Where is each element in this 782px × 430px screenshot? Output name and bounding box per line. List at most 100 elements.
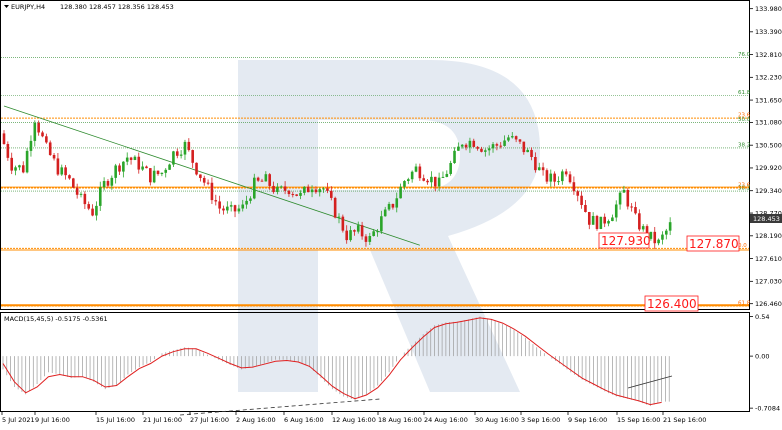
candle-body: [279, 186, 283, 188]
candle-body: [264, 174, 268, 182]
time-tick: 24 Aug 16:00: [424, 416, 468, 424]
candle-body: [410, 171, 414, 180]
time-tick: 9 Jul 16:00: [35, 416, 70, 424]
candle-body: [561, 171, 564, 182]
candle-body: [503, 140, 506, 146]
watermark-logo: [238, 60, 540, 392]
candle-body: [245, 200, 248, 205]
fib-label: 61.8: [738, 90, 751, 96]
annotation-target: 126.400: [644, 295, 699, 312]
price-tick: 132.230: [755, 74, 782, 82]
candle-body: [310, 189, 314, 193]
candle-body: [445, 173, 449, 177]
candle-body: [14, 167, 17, 171]
candle-body: [141, 166, 144, 170]
candle-body: [21, 165, 25, 173]
time-tick: 18 Aug 16:00: [378, 416, 422, 424]
candle-body: [79, 193, 83, 195]
candle-body: [122, 161, 125, 172]
candle-body: [607, 221, 610, 224]
macd-trendline: [627, 375, 673, 389]
candle-body: [314, 189, 318, 193]
candle-body: [283, 186, 287, 191]
candle-body: [210, 182, 214, 201]
candle-body: [25, 150, 29, 173]
svg-text:127.870: 127.870: [689, 237, 739, 251]
candle-body: [45, 136, 48, 143]
candle-body: [318, 189, 322, 193]
candle-body: [18, 165, 21, 168]
price-tick: 130.500: [755, 141, 782, 149]
candle-body: [364, 236, 368, 242]
candle-body: [664, 230, 668, 235]
candle-body: [576, 191, 580, 196]
candle-body: [237, 208, 241, 212]
svg-text:126.400: 126.400: [647, 297, 697, 311]
candle-body: [206, 182, 210, 184]
candle-body: [214, 200, 218, 202]
macd-dashed-divergence: [179, 398, 381, 416]
price-tick: 133.390: [755, 28, 782, 36]
macd-tick: 0.00: [755, 352, 769, 360]
candle-body: [507, 137, 510, 141]
candle-body: [295, 194, 298, 196]
candle-body: [360, 225, 364, 237]
candle-body: [595, 215, 599, 229]
candle-body: [584, 204, 587, 212]
candle-body: [87, 204, 91, 209]
candle-body: [422, 178, 426, 181]
candle-body: [487, 148, 491, 151]
candle-body: [137, 156, 141, 170]
candle-body: [630, 206, 633, 208]
candle-body: [341, 216, 345, 231]
candle-body: [484, 150, 487, 152]
candle-body: [345, 230, 349, 241]
candle-body: [464, 144, 468, 148]
time-tick: 27 Jul 16:00: [190, 416, 229, 424]
candle-body: [52, 155, 56, 159]
candle-body: [349, 230, 352, 241]
candle-body: [599, 216, 603, 229]
candle-body: [591, 215, 595, 225]
macd-axis: 0.54 0.00 -0.7084: [749, 313, 780, 412]
candle-body: [476, 146, 479, 149]
candle-body: [48, 142, 52, 156]
candle-body: [641, 226, 645, 230]
time-tick: 15 Jul 16:00: [96, 416, 135, 424]
candle-body: [33, 122, 37, 141]
candle-body: [387, 203, 391, 210]
candle-body: [634, 207, 637, 214]
candle-body: [175, 151, 179, 156]
candle-body: [522, 141, 526, 153]
candle-body: [372, 231, 375, 237]
candle-body: [6, 144, 10, 158]
price-tick: 131.650: [755, 96, 782, 104]
candle-body: [626, 189, 630, 207]
candle-body: [518, 139, 522, 142]
candle-body: [29, 140, 33, 151]
fib-label: 38.2: [738, 142, 750, 148]
candle-body: [356, 225, 360, 232]
time-tick: 12 Aug 16:00: [332, 416, 376, 424]
candle-body: [622, 189, 626, 193]
candle-body: [252, 177, 256, 199]
candle-body: [426, 180, 429, 183]
fib-label: 76.0: [738, 52, 751, 58]
candle-body: [460, 144, 464, 147]
candle-body: [222, 208, 225, 211]
candle-body: [241, 204, 245, 209]
candle-body: [418, 166, 422, 179]
current-price-label: 128.453: [753, 215, 780, 223]
time-tick: 21 Sep 16:00: [663, 416, 706, 424]
candle-body: [587, 211, 591, 225]
fib-label: 23.6: [738, 182, 751, 188]
candle-body: [133, 156, 137, 161]
dropdown-triangle-icon[interactable]: [4, 5, 9, 8]
candle-body: [614, 204, 618, 218]
candle-body: [337, 216, 341, 218]
fib-label: 61.8: [738, 301, 751, 307]
candle-body: [233, 205, 237, 212]
candle-body: [457, 146, 460, 151]
price-tick: 126.460: [755, 300, 782, 308]
candle-body: [272, 185, 275, 193]
